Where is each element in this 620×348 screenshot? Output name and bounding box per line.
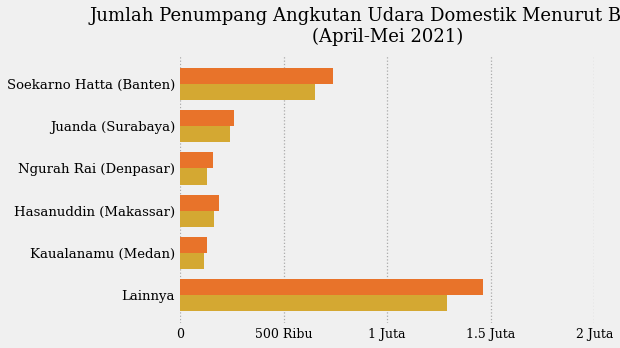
Bar [180,279,482,295]
Bar [180,211,215,227]
Bar [180,110,234,126]
Bar [180,295,447,311]
Bar [180,168,207,184]
Bar [180,152,213,168]
Bar [180,68,334,84]
Bar [180,126,230,142]
Bar [180,253,204,269]
Bar [180,195,219,211]
Bar [180,237,207,253]
Title: Jumlah Penumpang Angkutan Udara Domestik Menurut Bandara
(April-Mei 2021): Jumlah Penumpang Angkutan Udara Domestik… [89,7,620,46]
Bar [180,84,315,100]
